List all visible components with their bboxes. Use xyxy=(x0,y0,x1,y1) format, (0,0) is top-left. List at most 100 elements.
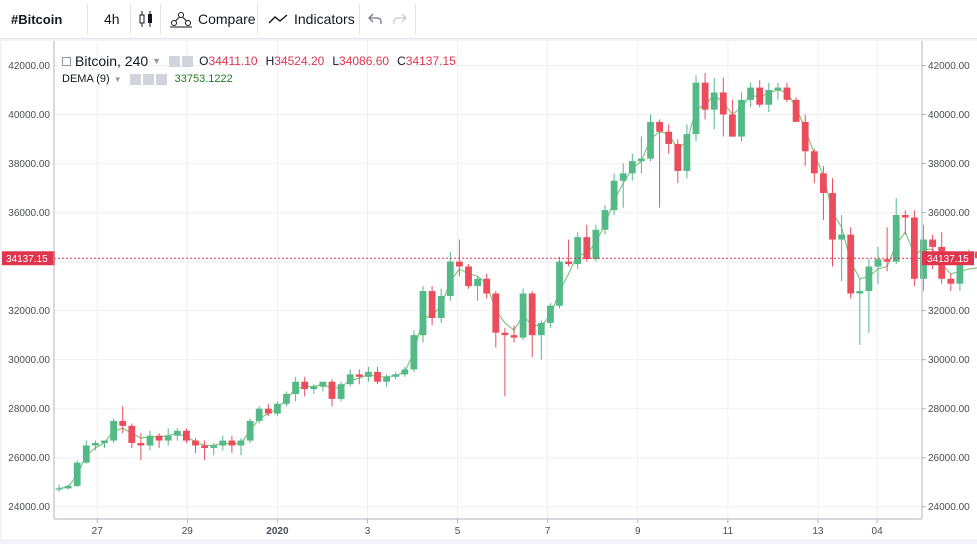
candle-body xyxy=(974,251,977,259)
chevron-down-icon[interactable]: ▼ xyxy=(113,74,122,84)
open-label: O xyxy=(199,54,209,68)
dema-line xyxy=(58,89,977,489)
candle-body xyxy=(246,420,254,441)
x-tick-label: 11 xyxy=(723,526,734,537)
candle-body xyxy=(692,82,700,135)
grid xyxy=(54,41,922,519)
undo-icon xyxy=(368,13,382,24)
collapse-icon[interactable] xyxy=(62,56,71,66)
candle-body xyxy=(355,374,363,377)
close-icon[interactable] xyxy=(155,73,167,85)
divider xyxy=(87,4,88,34)
candle-body xyxy=(856,291,864,294)
candle-body xyxy=(829,192,836,240)
settings-icon[interactable] xyxy=(142,73,154,85)
candle-body xyxy=(792,99,800,122)
y-tick-label-left: 30000.00 xyxy=(8,355,50,366)
candle-body xyxy=(647,121,654,159)
candle-body xyxy=(783,87,791,100)
candle-body xyxy=(574,237,582,265)
candle-body xyxy=(847,234,855,294)
candle-body xyxy=(146,435,154,446)
redo-icon xyxy=(393,13,407,24)
candle-body xyxy=(765,90,773,105)
low-value: 34086.60 xyxy=(339,54,390,68)
chart-container[interactable]: 42000.00 42000.00 40000.00 40000.00 38000.00… xyxy=(2,41,977,539)
candle-body xyxy=(537,322,545,336)
indicator-name[interactable]: DEMA (9) xyxy=(62,73,110,85)
candle-body xyxy=(446,261,454,296)
indicator-legend: DEMA (9) ▼ 33753.1222 xyxy=(62,73,233,85)
y-tick-label: 38000.00 xyxy=(928,159,970,170)
y-tick-label-left: 40000.00 xyxy=(8,110,50,121)
candle-body xyxy=(419,291,427,336)
candle-body xyxy=(883,259,891,262)
candle-body xyxy=(55,488,63,490)
time-axis[interactable]: 27 29 2020 3 5 7 9 11 13 04 xyxy=(92,519,883,537)
eye-icon[interactable] xyxy=(169,55,181,67)
candle-body xyxy=(255,408,263,421)
y-tick-label: 42000.00 xyxy=(928,61,970,72)
candles-icon xyxy=(139,11,152,27)
candle-body xyxy=(365,371,372,377)
candle-body xyxy=(820,173,827,193)
candle-body xyxy=(628,161,636,174)
chart-type-button[interactable] xyxy=(138,0,154,38)
indicator-value: 33753.1222 xyxy=(174,73,233,85)
x-tick-label: 27 xyxy=(92,526,104,537)
candle-body xyxy=(519,293,527,338)
candle-body xyxy=(756,87,764,105)
candle-body xyxy=(392,374,400,377)
candle-body xyxy=(119,420,127,426)
candle-body xyxy=(838,234,845,240)
redo-button[interactable] xyxy=(393,0,407,38)
high-label: H xyxy=(265,54,275,68)
candle-body xyxy=(274,403,281,414)
undo-button[interactable] xyxy=(368,0,382,38)
compare-button[interactable]: Compare xyxy=(170,0,256,38)
candle-body xyxy=(410,335,418,370)
price-chart[interactable]: 42000.00 42000.00 40000.00 40000.00 38000.00… xyxy=(2,41,977,539)
candle-body xyxy=(683,134,691,171)
indicators-label: Indicators xyxy=(294,11,355,27)
indicators-button[interactable]: Indicators xyxy=(268,0,355,38)
divider xyxy=(415,4,416,34)
candle-body xyxy=(801,121,809,152)
candle-body xyxy=(810,151,818,174)
last-price-label-right: 34137.15 xyxy=(922,251,974,266)
candle-body xyxy=(64,485,72,489)
candle-body xyxy=(556,261,563,306)
candle-body xyxy=(747,87,754,100)
candle-body xyxy=(82,445,90,463)
candle-body xyxy=(901,215,909,218)
candle-body xyxy=(92,443,99,446)
candle-body xyxy=(383,376,390,382)
divider xyxy=(359,4,360,34)
candle-body xyxy=(892,215,900,262)
candle-body xyxy=(164,435,172,441)
candle-body xyxy=(210,445,218,448)
candle-body xyxy=(283,393,290,404)
eye-icon[interactable] xyxy=(129,73,141,85)
settings-icon[interactable] xyxy=(182,55,194,67)
candle-body xyxy=(592,229,600,260)
interval-button[interactable]: 4h xyxy=(104,11,120,27)
candle-body xyxy=(547,305,554,323)
candle-body xyxy=(565,261,572,265)
candle-body xyxy=(738,99,745,137)
divider xyxy=(160,4,161,34)
symbol-search[interactable]: #Bitcoin xyxy=(11,11,63,27)
candle-body xyxy=(237,440,245,446)
close-value: 34137.15 xyxy=(405,54,456,68)
x-tick-label: 04 xyxy=(872,526,884,537)
chevron-down-icon[interactable]: ▼ xyxy=(152,56,162,66)
candle-body xyxy=(474,278,481,287)
candle-body xyxy=(774,87,782,91)
divider xyxy=(257,4,258,34)
candle-body xyxy=(437,295,445,318)
y-tick-label-left: 42000.00 xyxy=(8,61,50,72)
candle-body xyxy=(465,266,472,287)
candle-body xyxy=(619,173,627,181)
candle-body xyxy=(638,158,645,162)
y-tick-label-left: 24000.00 xyxy=(8,502,50,513)
